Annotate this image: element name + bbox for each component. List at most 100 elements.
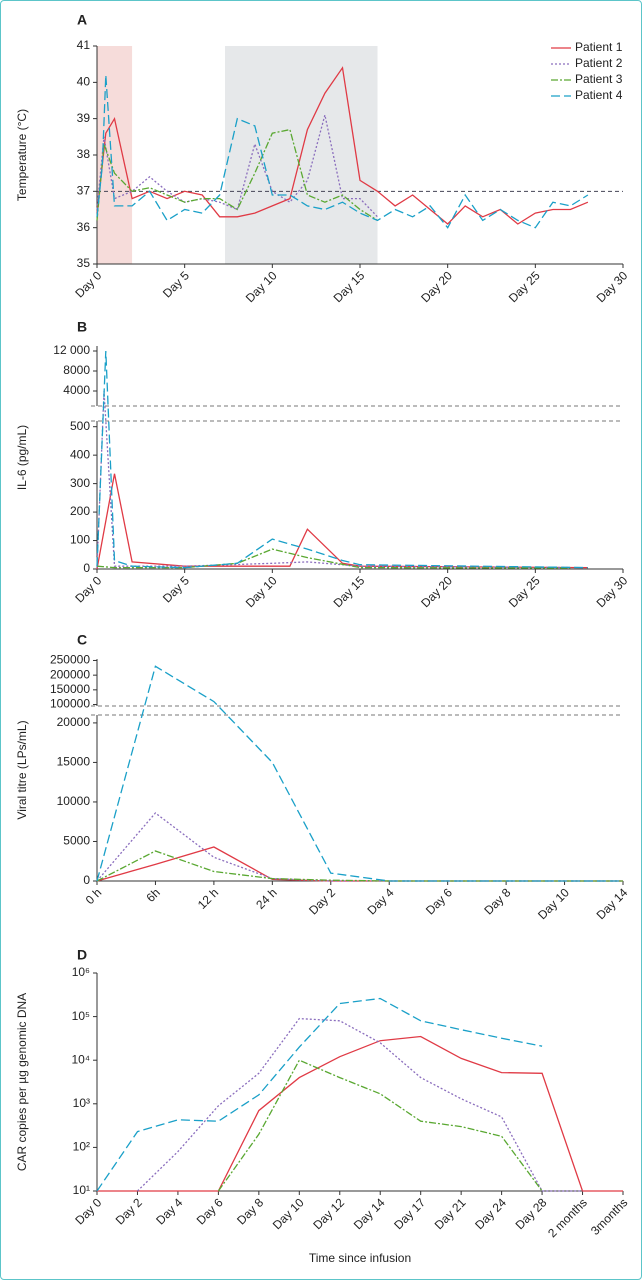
x-tick-label: Day 17 bbox=[391, 1195, 428, 1232]
y-tick-label: 4000 bbox=[63, 383, 90, 397]
x-tick-label: Day 20 bbox=[418, 268, 455, 305]
x-tick-label: Day 10 bbox=[270, 1195, 307, 1232]
y-tick-label: 12 000 bbox=[53, 343, 90, 357]
x-tick-label: 3months bbox=[588, 1195, 630, 1237]
x-tick-label: Day 25 bbox=[506, 573, 543, 610]
legend-label: Patient 4 bbox=[575, 88, 623, 102]
series-line bbox=[96, 812, 623, 882]
series-line bbox=[217, 1059, 543, 1192]
y-tick-label: 150000 bbox=[50, 682, 90, 696]
y-tick-label: 200 bbox=[70, 504, 90, 518]
y-tick-label: 10000 bbox=[57, 794, 91, 808]
y-tick-label: 400 bbox=[70, 447, 90, 461]
x-tick-label: Day 15 bbox=[331, 573, 368, 610]
series-line bbox=[97, 1035, 623, 1192]
legend-label: Patient 2 bbox=[575, 56, 623, 70]
x-tick-label: Day 20 bbox=[418, 573, 455, 610]
y-tick-label: 5000 bbox=[63, 834, 90, 848]
y-tick-label: 37 bbox=[77, 184, 91, 198]
series-line bbox=[96, 114, 378, 218]
y-tick-label: 10⁶ bbox=[72, 965, 90, 979]
y-tick-label: 10³ bbox=[73, 1096, 90, 1110]
y-tick-label: 15000 bbox=[57, 755, 91, 769]
legend-label: Patient 1 bbox=[575, 40, 623, 54]
series-line bbox=[96, 665, 623, 882]
x-tick-label: Day 28 bbox=[513, 1195, 550, 1232]
y-tick-label: 250000 bbox=[50, 653, 90, 667]
x-tick-label: Day 8 bbox=[481, 885, 513, 917]
x-tick-label: Day 6 bbox=[423, 885, 455, 917]
x-tick-label: 2 months bbox=[545, 1195, 590, 1240]
x-tick-label: 6h bbox=[143, 885, 162, 904]
x-tick-label: Day 2 bbox=[306, 885, 338, 917]
series-line bbox=[96, 846, 623, 882]
series-line bbox=[96, 850, 623, 882]
series-line bbox=[96, 75, 589, 229]
x-tick-label: Day 5 bbox=[160, 268, 192, 300]
y-tick-label: 10² bbox=[73, 1140, 90, 1154]
y-tick-label: 300 bbox=[70, 476, 90, 490]
series-line bbox=[96, 997, 543, 1192]
shaded-period bbox=[97, 46, 133, 264]
panel-label: C bbox=[77, 632, 87, 648]
y-tick-label: 10⁵ bbox=[72, 1009, 90, 1023]
series-line bbox=[96, 390, 571, 569]
y-tick-label: 35 bbox=[77, 256, 91, 270]
y-tick-label: 41 bbox=[77, 38, 91, 52]
y-tick-label: 10⁴ bbox=[71, 1052, 90, 1066]
x-tick-label: Day 4 bbox=[365, 885, 397, 917]
x-tick-label: 0 h bbox=[83, 885, 105, 907]
y-tick-label: 36 bbox=[77, 220, 91, 234]
x-tick-label: Day 15 bbox=[331, 268, 368, 305]
x-tick-label: Day 0 bbox=[72, 573, 104, 605]
series-line bbox=[96, 128, 378, 221]
x-axis-label: Time since infusion bbox=[309, 1251, 411, 1265]
x-tick-label: Day 30 bbox=[594, 268, 631, 305]
x-tick-label: Day 0 bbox=[72, 268, 104, 300]
y-tick-label: 39 bbox=[77, 111, 91, 125]
x-tick-label: Day 0 bbox=[72, 1195, 104, 1227]
y-axis-label: Viral titre (LPs/mL) bbox=[15, 720, 29, 819]
y-tick-label: 0 bbox=[83, 873, 90, 887]
series-line bbox=[96, 350, 588, 569]
x-tick-label: Day 8 bbox=[234, 1195, 266, 1227]
panel-label: B bbox=[77, 319, 87, 335]
legend-label: Patient 3 bbox=[575, 72, 623, 86]
y-axis-label: CAR copies per µg genomic DNA bbox=[15, 993, 29, 1171]
x-tick-label: 12 h bbox=[195, 885, 221, 911]
x-tick-label: 24 h bbox=[253, 885, 279, 911]
y-tick-label: 8000 bbox=[63, 363, 90, 377]
y-tick-label: 38 bbox=[77, 147, 91, 161]
y-axis-label: IL-6 (pg/mL) bbox=[15, 425, 29, 490]
x-tick-label: Day 14 bbox=[351, 1195, 388, 1232]
series-line bbox=[137, 1017, 583, 1192]
x-tick-label: Day 30 bbox=[594, 573, 631, 610]
y-tick-label: 40 bbox=[77, 75, 91, 89]
x-tick-label: Day 24 bbox=[472, 1195, 509, 1232]
x-tick-label: Day 6 bbox=[194, 1195, 226, 1227]
panel-label: A bbox=[77, 12, 87, 28]
panel-label: D bbox=[77, 947, 87, 963]
y-tick-label: 20000 bbox=[57, 715, 91, 729]
y-tick-label: 10¹ bbox=[73, 1183, 90, 1197]
x-tick-label: Day 4 bbox=[153, 1195, 185, 1227]
series-line bbox=[96, 548, 571, 569]
x-tick-label: Day 5 bbox=[160, 573, 192, 605]
y-tick-label: 0 bbox=[83, 561, 90, 575]
y-tick-label: 200000 bbox=[50, 667, 90, 681]
y-tick-label: 100000 bbox=[50, 697, 90, 711]
x-tick-label: Day 10 bbox=[535, 885, 572, 922]
x-tick-label: Day 25 bbox=[506, 268, 543, 305]
x-tick-label: Day 14 bbox=[594, 885, 631, 922]
x-tick-label: Day 21 bbox=[432, 1195, 469, 1232]
x-tick-label: Day 10 bbox=[243, 573, 280, 610]
series-line bbox=[96, 473, 588, 570]
y-tick-label: 500 bbox=[70, 419, 90, 433]
y-tick-label: 100 bbox=[70, 533, 90, 547]
x-tick-label: Day 2 bbox=[113, 1195, 145, 1227]
x-tick-label: Day 12 bbox=[310, 1195, 347, 1232]
x-tick-label: Day 10 bbox=[243, 268, 280, 305]
y-axis-label: Temperature (°C) bbox=[15, 109, 29, 201]
